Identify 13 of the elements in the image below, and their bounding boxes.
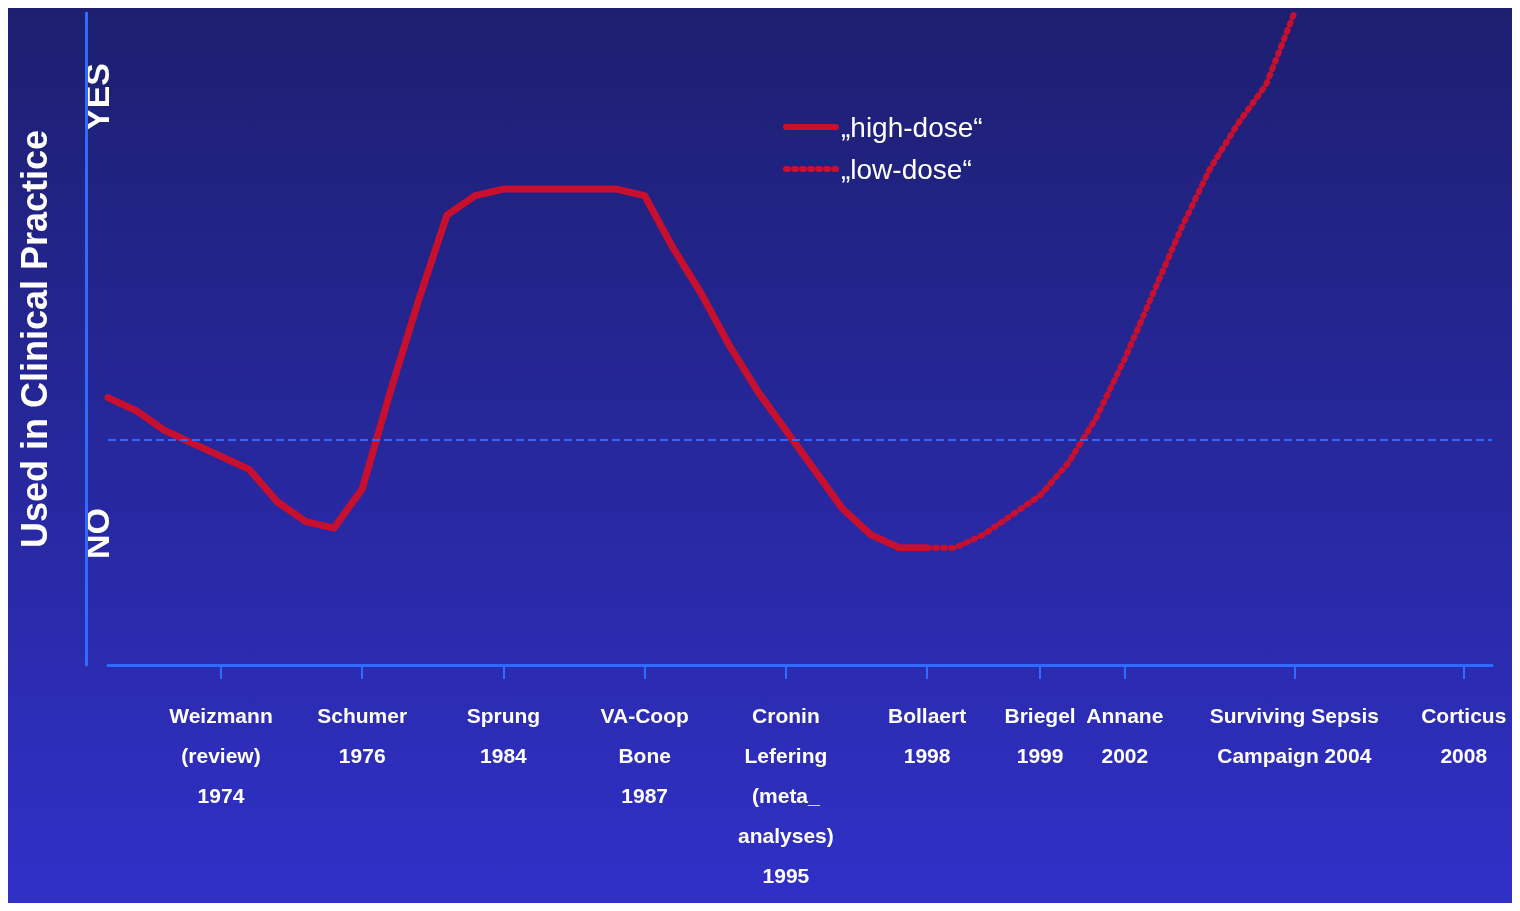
y-axis-title: Used in Clinical Practice bbox=[13, 129, 55, 549]
x-tick-label: Schumer 1976 bbox=[317, 703, 408, 767]
x-tick-label: Sprung 1984 bbox=[466, 703, 541, 767]
x-tick-label: Annane 2002 bbox=[1086, 703, 1164, 767]
x-tick-label: Corticus 2008 bbox=[1421, 703, 1507, 767]
legend-label: „low-dose“ bbox=[841, 153, 972, 185]
x-tick-label: Bollaert 1998 bbox=[888, 703, 967, 767]
x-tick-label: Briegel 1999 bbox=[1004, 703, 1076, 767]
legend-label: „high-dose“ bbox=[841, 111, 983, 143]
x-tick-label: Weizmann (review) 1974 bbox=[169, 703, 273, 807]
x-tick-label: Surviving Sepsis Campaign 2004 bbox=[1209, 703, 1379, 767]
x-tick-label: VA-Coop Bone 1987 bbox=[600, 703, 689, 807]
x-tick-label: Cronin Lefering (meta_ analyses) 1995 bbox=[738, 703, 834, 887]
